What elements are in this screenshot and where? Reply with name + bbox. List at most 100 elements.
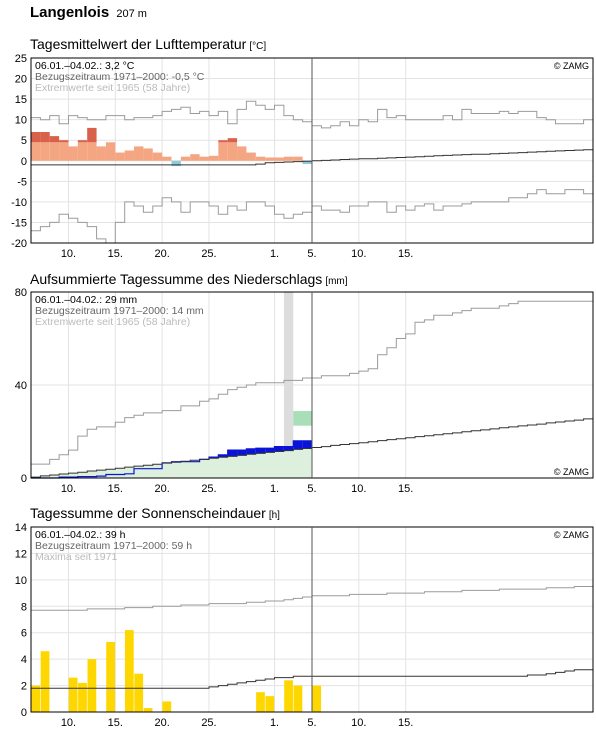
x-tick-label: 10. [351, 717, 366, 729]
precipitation-excess-bar [237, 450, 247, 456]
temperature-bar [302, 160, 312, 165]
y-tick-label: -5 [17, 176, 27, 188]
x-tick-label: 20. [154, 717, 169, 729]
temperature-bar [283, 156, 294, 161]
precipitation-title-text: Aufsummierte Tagessumme des Niederschlag… [30, 271, 323, 287]
sunshine-bar [78, 682, 87, 712]
x-tick-label: 15. [398, 483, 413, 495]
temperature-bar [218, 140, 228, 143]
maximum-line [31, 300, 593, 465]
y-tick-label: 15 [15, 94, 27, 106]
temperature-bar [265, 157, 275, 161]
info-line-1: 06.01.–04.02.: 39 h [35, 529, 126, 541]
precipitation-excess-bar [218, 454, 228, 458]
sunshine-bar [265, 696, 275, 712]
maximum-line [31, 586, 593, 611]
y-tick-label: 4 [21, 654, 27, 666]
temperature-bar [246, 152, 256, 161]
y-tick-label: 10 [15, 115, 27, 127]
y-tick-label: 0 [21, 473, 27, 485]
sunshine-bar [284, 680, 293, 712]
info-line-2: Bezugszeitraum 1971–2000: -0,5 °C [35, 71, 205, 83]
sunshine-bar [87, 659, 97, 712]
y-tick-label: 5 [21, 135, 27, 147]
temperature-bar [180, 156, 191, 161]
info-line-3: Maxima seit 1971 [35, 551, 117, 563]
info-line-3: Extremwerte seit 1965 (58 Jahre) [35, 316, 190, 328]
temperature-bar [77, 142, 88, 161]
x-tick-label: 25. [201, 717, 216, 729]
sunshine-bar [256, 692, 265, 712]
info-line-1: 06.01.–04.02.: 29 mm [35, 294, 137, 306]
x-tick-label: 10. [61, 483, 76, 495]
x-tick-label: 10. [351, 483, 366, 495]
y-tick-label: 10 [15, 575, 27, 587]
x-tick-label: 10. [61, 717, 76, 729]
y-tick-label: 0 [21, 707, 27, 719]
temperature-bar [96, 146, 106, 161]
info-line-2: Bezugszeitraum 1971–2000: 14 mm [35, 305, 204, 317]
precipitation-excess-bar [302, 440, 312, 449]
temperature-bar [87, 127, 97, 143]
sunshine-title-text: Tagessumme der Sonnenscheindauer [30, 505, 266, 521]
x-tick-label: 15. [398, 717, 413, 729]
precipitation-unit: [mm] [325, 276, 348, 287]
precipitation-excess-area [293, 411, 312, 426]
temperature-bar [59, 140, 69, 143]
temperature-bar [59, 142, 69, 161]
temperature-bar [105, 142, 116, 161]
x-tick-label: 15. [108, 483, 123, 495]
x-tick-label: 20. [154, 248, 169, 260]
temperature-bar [218, 142, 228, 161]
x-tick-label: 5. [307, 248, 316, 260]
sunshine-bar [134, 673, 144, 712]
precipitation-excess-bar [274, 446, 284, 452]
sunshine-bar [124, 630, 134, 712]
sunshine-bar [293, 685, 303, 712]
precipitation-excess-bar [293, 440, 303, 450]
x-tick-label: 1. [270, 483, 279, 495]
y-tick-label: 6 [21, 628, 27, 640]
y-tick-label: 25 [15, 53, 27, 65]
temperature-bar [274, 157, 284, 161]
station-name: Langenlois [30, 4, 110, 21]
temperature-title: Tagesmittelwert der Lufttemperatur [°C] [30, 36, 266, 52]
y-tick-label: 20 [15, 74, 27, 86]
y-tick-label: 14 [15, 522, 27, 534]
x-tick-label: 20. [154, 483, 169, 495]
sunshine-bar [68, 677, 78, 712]
temperature-bar [77, 140, 88, 143]
precipitation-excess-bar [265, 448, 275, 453]
x-tick-label: 5. [307, 483, 316, 495]
y-tick-label: 2 [21, 681, 27, 693]
temperature-bar [49, 142, 60, 161]
y-tick-label: 8 [21, 601, 27, 613]
maximum-line [31, 100, 593, 129]
temperature-bar [152, 152, 163, 161]
copyright-label: © ZAMG [554, 61, 589, 71]
temperature-bar [190, 154, 200, 161]
temperature-bar [115, 152, 125, 161]
temperature-title-text: Tagesmittelwert der Lufttemperatur [30, 36, 247, 52]
temperature-bar [171, 160, 181, 167]
sunshine-bar [143, 708, 153, 712]
x-tick-label: 15. [108, 248, 123, 260]
temperature-bar [87, 142, 97, 161]
temperature-bar [237, 146, 247, 161]
temperature-bar [134, 146, 144, 161]
temperature-bar [199, 156, 209, 161]
temperature-bar [227, 138, 238, 143]
y-tick-label: -20 [11, 238, 27, 250]
temperature-bar [31, 142, 41, 161]
temperature-bar [227, 142, 238, 161]
info-line-2: Bezugszeitraum 1971–2000: 59 h [35, 540, 192, 552]
x-tick-label: 10. [351, 248, 366, 260]
sunshine-bar [312, 685, 322, 712]
y-tick-label: 0 [21, 156, 27, 168]
copyright-label: © ZAMG [554, 530, 589, 540]
normal-line [31, 149, 593, 166]
temperature-bar [208, 155, 219, 161]
temperature-unit: [°C] [249, 41, 267, 52]
precipitation-excess-bar [283, 446, 294, 451]
station-elevation: 207 m [116, 8, 147, 20]
